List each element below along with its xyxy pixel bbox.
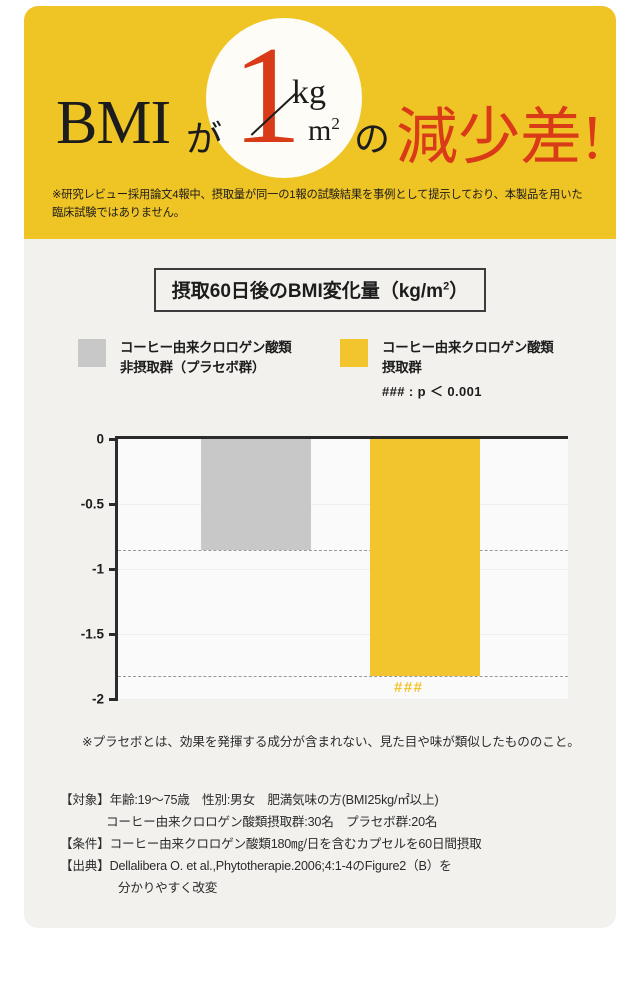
study-detail-row: 【対象】年齢:19〜75歳 性別:男女 肥満気味の方(BMI25kg/㎡以上) (60, 790, 600, 812)
study-detail-text: コーヒー由来クロロゲン酸類摂取群:30名 プラセボ群:20名 (106, 814, 438, 829)
legend-item-treated: コーヒー由来クロロゲン酸類 摂取群 ### : p ＜ 0.001 (340, 338, 554, 400)
legend-significance-note: ### : p ＜ 0.001 (382, 383, 482, 399)
chart-gridline (118, 634, 568, 635)
chart-title-tail: ） (449, 281, 469, 302)
chart-title-container: 摂取60日後のBMI変化量（kg/m2） (24, 268, 616, 312)
chart-y-axis-label: -2 (91, 691, 104, 707)
study-details-block: 【対象】年齢:19〜75歳 性別:男女 肥満気味の方(BMI25kg/㎡以上) コ… (60, 790, 600, 900)
legend-swatch-treated-icon (340, 339, 368, 367)
chart-y-axis-label: -1.5 (80, 626, 104, 642)
legend-label-placebo: コーヒー由来クロロゲン酸類 非摂取群（プラセボ群） (120, 338, 292, 379)
hero-headline: BMI が 1 kg m2 の 減少差! (24, 26, 616, 182)
chart-y-axis-tick (109, 503, 118, 506)
headline-unit-m2: m2 (308, 114, 340, 147)
headline-particle-no: の (354, 119, 391, 159)
legend-treated-line2: 摂取群 (382, 360, 422, 376)
legend-label-treated: コーヒー由来クロロゲン酸類 摂取群 ### : p ＜ 0.001 (382, 338, 554, 400)
chart-plot-area: 0 -0.5 -1 -1.5 -2 ### (81, 432, 568, 707)
legend-placebo-line1: コーヒー由来クロロゲン酸類 (120, 340, 292, 355)
study-detail-row: 【出典】Dellalibera O. et al.,Phytotherapie.… (60, 856, 600, 878)
chart-bar (370, 439, 480, 676)
chart-y-axis-tick (109, 633, 118, 636)
study-detail-row: 分かりやすく改変 (60, 878, 600, 900)
study-detail-row: コーヒー由来クロロゲン酸類摂取群:30名 プラセボ群:20名 (60, 812, 600, 834)
chart-y-axis-tick (109, 568, 118, 571)
chart-reference-line (118, 675, 568, 677)
headline-reduction: 減少差! (396, 104, 603, 172)
study-detail-label: 【出典】 (60, 858, 110, 873)
placebo-definition-note: ※プラセボとは、効果を発揮する成分が含まれない、見た目や味が類似したもののこと。 (82, 735, 580, 749)
study-detail-text: コーヒー由来クロロゲン酸類180㎎/日を含むカプセルを60日間摂取 (109, 836, 482, 851)
chart-y-axis-tick (109, 438, 118, 441)
legend-swatch-placebo-icon (78, 339, 106, 367)
chart-y-axis-label: 0 (96, 431, 104, 447)
study-detail-label: 【条件】 (60, 836, 110, 851)
legend-treated-line1: コーヒー由来クロロゲン酸類 (382, 340, 554, 355)
chart-reference-line (118, 549, 568, 551)
chart-significance-marker: ### (394, 678, 424, 696)
study-detail-text: 分かりやすく改変 (118, 880, 218, 895)
chart-y-axis-label: -0.5 (80, 496, 104, 512)
chart-legend: コーヒー由来クロロゲン酸類 非摂取群（プラセボ群） コーヒー由来クロロゲン酸類 … (24, 336, 616, 408)
chart-gridline (118, 699, 568, 700)
headline-bmi: BMI (56, 89, 171, 157)
legend-placebo-line2: 非摂取群（プラセボ群） (120, 360, 266, 376)
chart-gridline (118, 504, 568, 505)
chart-bar (201, 439, 311, 550)
legend-item-placebo: コーヒー由来クロロゲン酸類 非摂取群（プラセボ群） (78, 338, 292, 379)
chart-plot-wrapper: 0 -0.5 -1 -1.5 -2 ### (24, 426, 616, 716)
chart-title-superscript: 2 (443, 280, 450, 293)
chart-y-axis-tick (109, 698, 118, 701)
chart-title: 摂取60日後のBMI変化量（kg/m2） (153, 268, 487, 312)
hero-banner: BMI が 1 kg m2 の 減少差! ※研究レビュー採用論文4報中、摂取量が… (24, 6, 616, 239)
study-detail-text: Dellalibera O. et al.,Phytotherapie.2006… (109, 858, 452, 873)
study-detail-row: 【条件】コーヒー由来クロロゲン酸類180㎎/日を含むカプセルを60日間摂取 (60, 834, 600, 856)
chart-title-main: 摂取60日後のBMI変化量（kg/m (171, 281, 444, 302)
chart-gridline (118, 569, 568, 570)
headline-particle-ga: が (186, 119, 223, 159)
study-detail-text: 年齢:19〜75歳 性別:男女 肥満気味の方(BMI25kg/㎡以上) (109, 793, 439, 807)
hero-disclaimer-note: ※研究レビュー採用論文4報中、摂取量が同一の1報の試験結果を事例として提示してお… (52, 189, 583, 220)
study-detail-label: 【対象】 (60, 793, 110, 807)
infographic-card: BMI が 1 kg m2 の 減少差! ※研究レビュー採用論文4報中、摂取量が… (24, 6, 616, 928)
chart-y-axis-label: -1 (91, 561, 104, 577)
